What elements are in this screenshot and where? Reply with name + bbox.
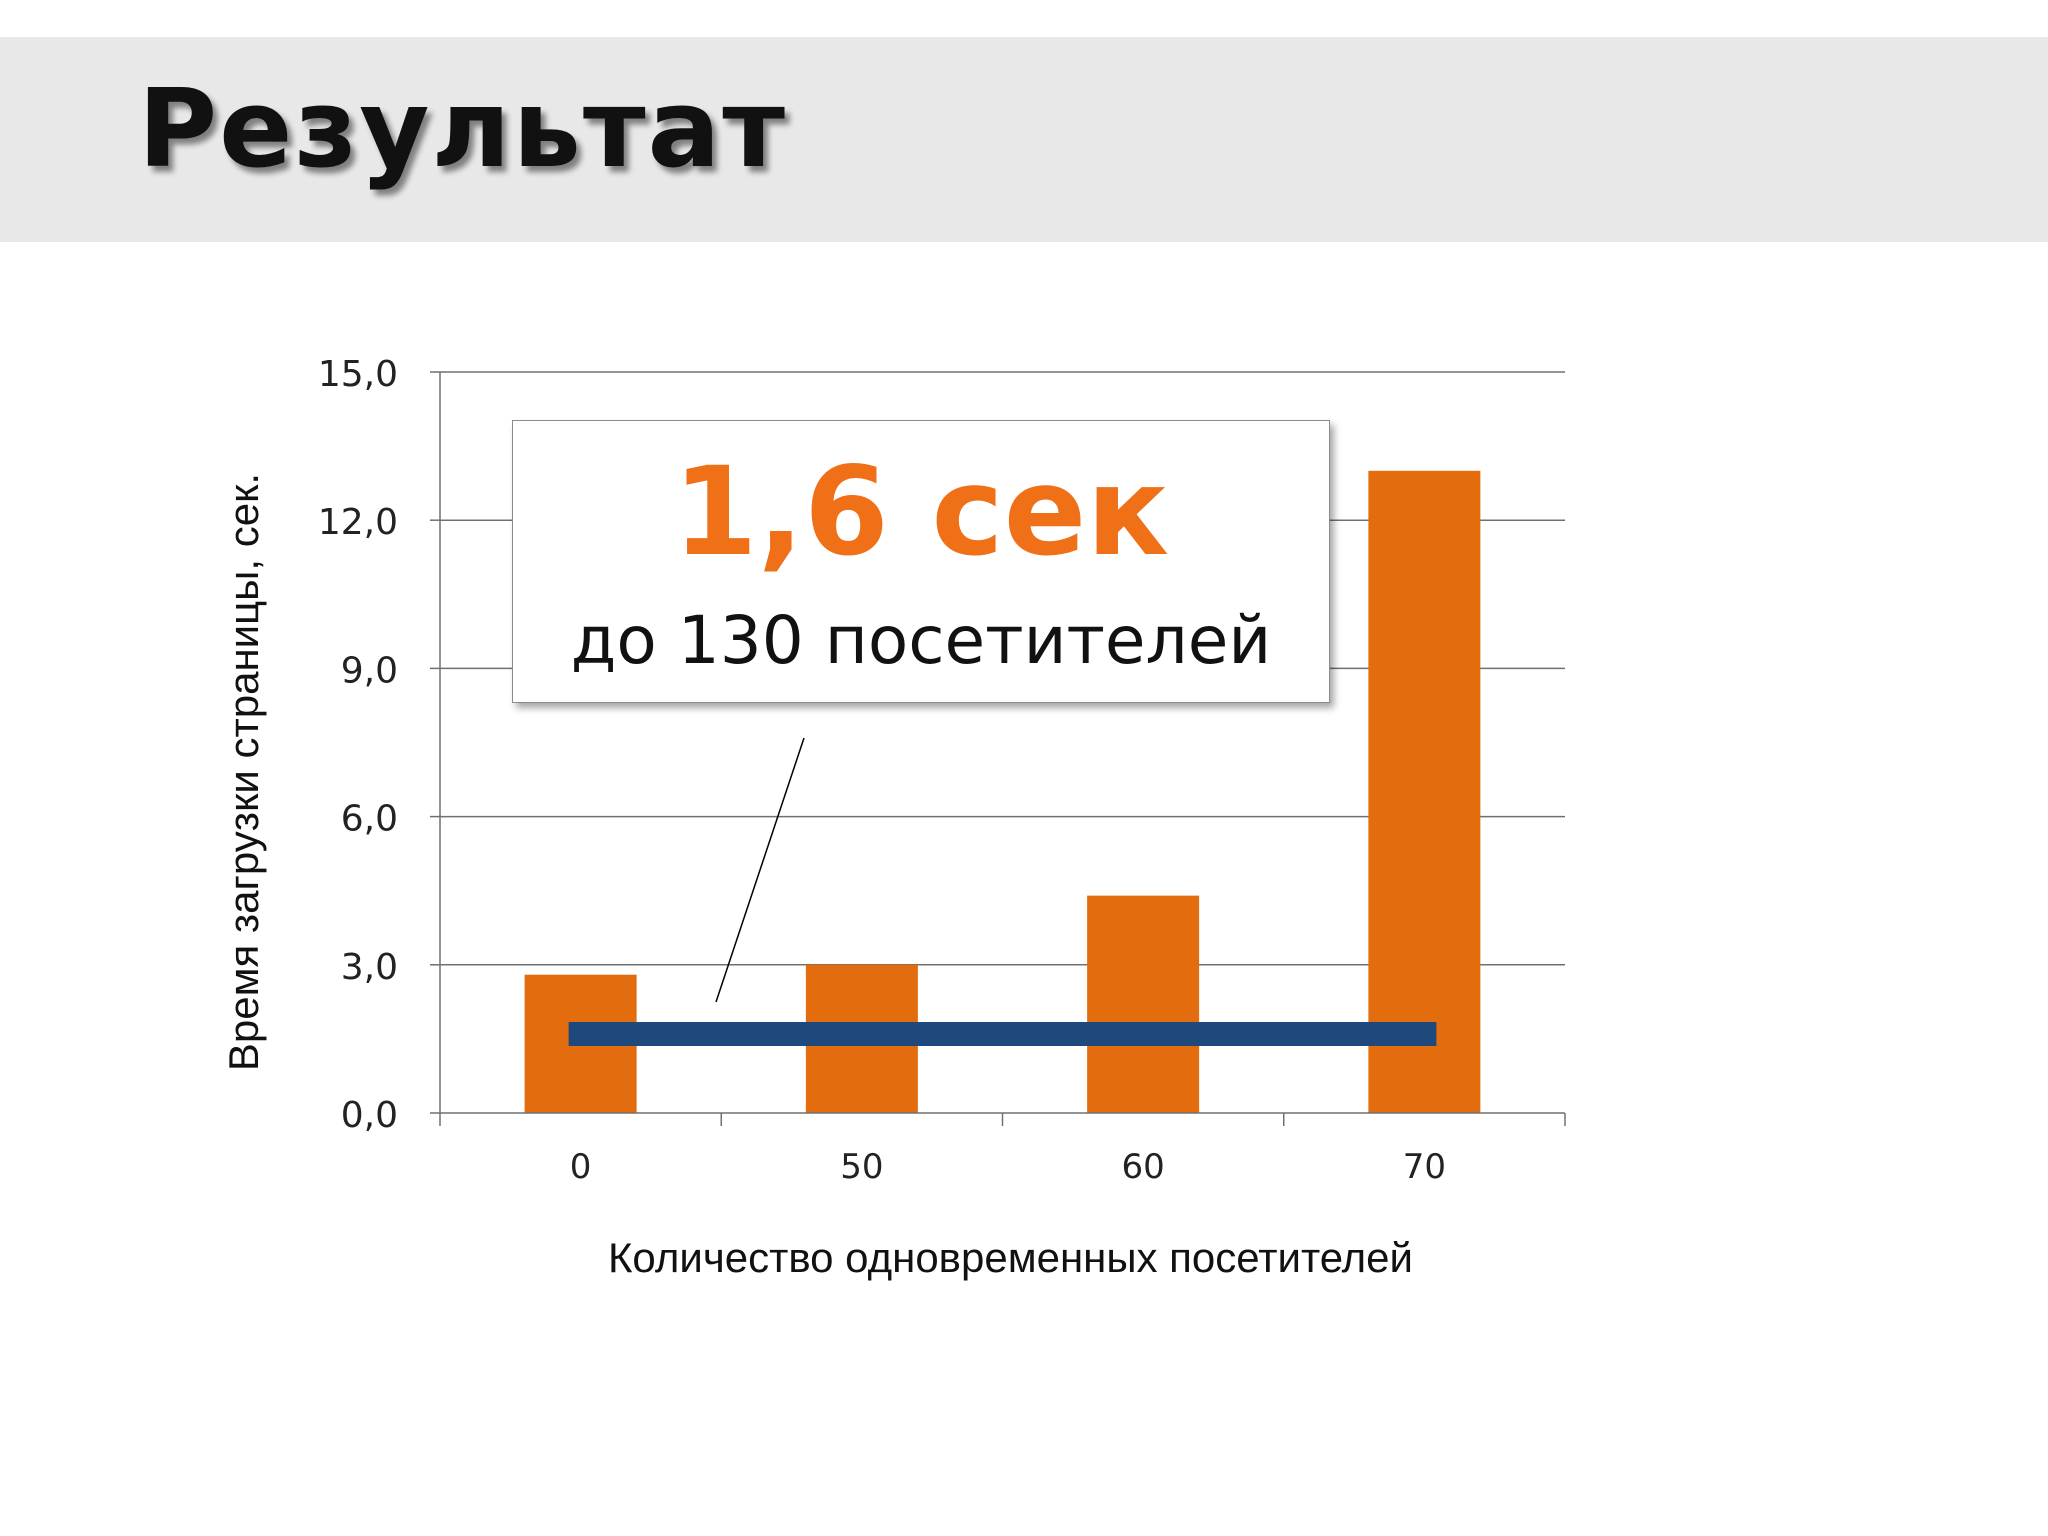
callout-value: 1,6 сек <box>672 441 1170 583</box>
y-tick-label: 6,0 <box>341 799 398 840</box>
x-tick-label: 70 <box>1403 1147 1446 1187</box>
title-band <box>0 37 2048 242</box>
line-point <box>1423 1032 1426 1035</box>
bar <box>1087 895 1200 1113</box>
x-tick-label: 50 <box>840 1147 883 1187</box>
callout-box: 1,6 сек до 130 посетителей <box>512 420 1330 703</box>
line-point <box>860 1032 863 1035</box>
y-tick-label: 9,0 <box>341 650 398 691</box>
x-tick-label: 0 <box>570 1147 592 1187</box>
y-axis-label: Время загрузки страницы, сек. <box>220 473 267 1071</box>
y-tick-label: 3,0 <box>341 947 398 988</box>
x-tick-label: 60 <box>1121 1147 1164 1187</box>
callout-pointer <box>715 737 805 1003</box>
y-tick-label: 12,0 <box>318 502 398 543</box>
line-point <box>579 1032 582 1035</box>
slide-title: Результат <box>138 67 788 192</box>
line-point <box>1142 1032 1145 1035</box>
y-tick-label: 15,0 <box>318 354 398 395</box>
callout-subtitle: до 130 посетителей <box>570 602 1272 679</box>
x-axis-label: Количество одновременных посетителей <box>608 1234 1413 1281</box>
y-tick-label: 0,0 <box>341 1095 398 1136</box>
bar <box>1368 470 1481 1113</box>
